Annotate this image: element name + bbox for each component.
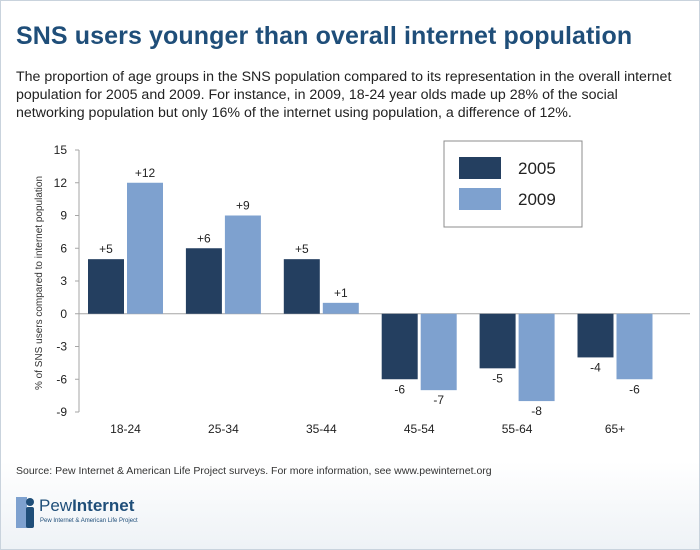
data-label-2005-25-34: +6 bbox=[197, 231, 211, 245]
bar-2005-18-24 bbox=[88, 259, 124, 314]
y-axis-label: % of SNS users compared to internet popu… bbox=[34, 176, 45, 390]
chart-subtitle: The proportion of age groups in the SNS … bbox=[16, 69, 672, 121]
bar-2005-45-54 bbox=[381, 313, 418, 380]
chart-title: SNS users younger than overall internet … bbox=[16, 22, 633, 50]
source-note: Source: Pew Internet & American Life Pro… bbox=[16, 465, 492, 477]
data-label-2009-65+: -6 bbox=[629, 382, 640, 396]
y-tick-label: -6 bbox=[56, 372, 67, 386]
y-tick-label: -9 bbox=[56, 405, 67, 419]
bar-2009-55-64 bbox=[518, 313, 555, 402]
bar-2009-18-24 bbox=[127, 182, 163, 314]
bar-2005-25-34 bbox=[185, 248, 222, 314]
data-label-2009-18-24: +12 bbox=[135, 166, 156, 180]
data-label-2005-18-24: +5 bbox=[99, 242, 113, 256]
pew-figure-icon bbox=[16, 497, 34, 528]
x-tick-label: 55-64 bbox=[502, 422, 533, 436]
data-label-2005-55-64: -5 bbox=[492, 371, 503, 385]
logo-wordmark: PewInternet bbox=[39, 496, 135, 515]
data-label-2005-45-54: -6 bbox=[394, 382, 405, 396]
bar-2005-55-64 bbox=[479, 313, 516, 369]
bar-2009-65+ bbox=[616, 313, 653, 380]
y-tick-label: 15 bbox=[54, 143, 68, 157]
logo-tagline: Pew Internet & American Life Project bbox=[40, 518, 138, 524]
data-label-2009-35-44: +1 bbox=[334, 286, 348, 300]
x-tick-label: 45-54 bbox=[404, 422, 435, 436]
legend-label-2009: 2009 bbox=[518, 190, 556, 209]
bar-chart: 15 12 9 6 3 0 -3 -6 -9 % of SNS users compared to… bbox=[34, 140, 690, 436]
bar-2009-35-44 bbox=[322, 302, 359, 314]
data-label-2009-25-34: +9 bbox=[236, 199, 250, 213]
y-tick-label: 3 bbox=[60, 274, 67, 288]
x-tick-label: 65+ bbox=[605, 422, 625, 436]
data-label-2009-55-64: -8 bbox=[531, 404, 542, 418]
y-tick-label: 9 bbox=[60, 209, 67, 223]
x-tick-label: 25-34 bbox=[208, 422, 239, 436]
x-tick-label: 18-24 bbox=[110, 422, 141, 436]
bar-2005-65+ bbox=[577, 313, 614, 358]
legend-swatch-2005 bbox=[459, 157, 501, 179]
x-tick-label: 35-44 bbox=[306, 422, 337, 436]
y-tick-label: 6 bbox=[60, 241, 67, 255]
data-label-2005-65+: -4 bbox=[590, 360, 601, 374]
legend-box bbox=[443, 140, 583, 228]
legend-swatch-2009 bbox=[459, 188, 501, 210]
legend-label-2005: 2005 bbox=[518, 159, 556, 178]
data-label-2005-35-44: +5 bbox=[295, 242, 309, 256]
bar-2009-45-54 bbox=[420, 313, 457, 391]
data-label-2009-45-54: -7 bbox=[433, 393, 444, 407]
y-tick-label: 12 bbox=[54, 176, 68, 190]
y-tick-label: -3 bbox=[56, 340, 67, 354]
bar-2005-35-44 bbox=[283, 259, 320, 314]
y-tick-label: 0 bbox=[60, 307, 67, 321]
pew-internet-logo: PewInternet Pew Internet & American Life… bbox=[14, 494, 164, 534]
bar-2009-25-34 bbox=[224, 215, 261, 314]
